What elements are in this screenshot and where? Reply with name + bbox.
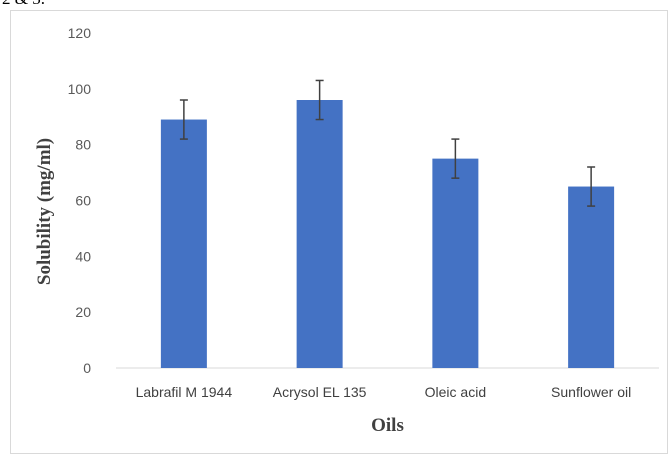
bar-chart: 0 20 40 60 80 100 120 Labrafil M 1944 Acrysol E… <box>34 25 659 436</box>
bar <box>432 158 479 368</box>
y-tick-label: 100 <box>68 81 92 97</box>
x-tick-label: Oleic acid <box>425 384 486 400</box>
y-tick-label: 60 <box>75 193 91 209</box>
bar <box>160 119 207 369</box>
y-tick-label: 80 <box>75 137 91 153</box>
error-bar <box>451 138 460 179</box>
bar <box>568 186 615 368</box>
y-tick-label: 20 <box>75 304 91 320</box>
x-axis-title: Oils <box>371 415 404 436</box>
x-tick-label: Acrysol EL 135 <box>273 384 367 400</box>
x-tick-label: Sunflower oil <box>551 384 631 400</box>
error-bar <box>587 166 596 207</box>
cropped-text: 2 & 3. <box>2 0 45 9</box>
x-axis-tick-labels: Labrafil M 1944 Acrysol EL 135 Oleic acid S… <box>136 384 632 400</box>
error-bar <box>315 79 324 121</box>
error-bar <box>179 99 188 140</box>
x-tick-label: Labrafil M 1944 <box>136 384 233 400</box>
cropped-text-fragment: 2 & 3. <box>0 0 671 10</box>
bar-series <box>160 100 615 369</box>
y-tick-label: 120 <box>68 25 92 41</box>
error-bars <box>179 79 596 207</box>
y-axis-title: Solubility (mg/ml) <box>34 138 55 285</box>
y-tick-label: 40 <box>75 248 91 264</box>
bar <box>296 100 343 368</box>
chart-area: 0 20 40 60 80 100 120 Labrafil M 1944 Acrysol E… <box>10 10 668 454</box>
y-tick-label: 0 <box>83 360 91 376</box>
y-axis-ticks: 0 20 40 60 80 100 120 <box>68 25 92 376</box>
